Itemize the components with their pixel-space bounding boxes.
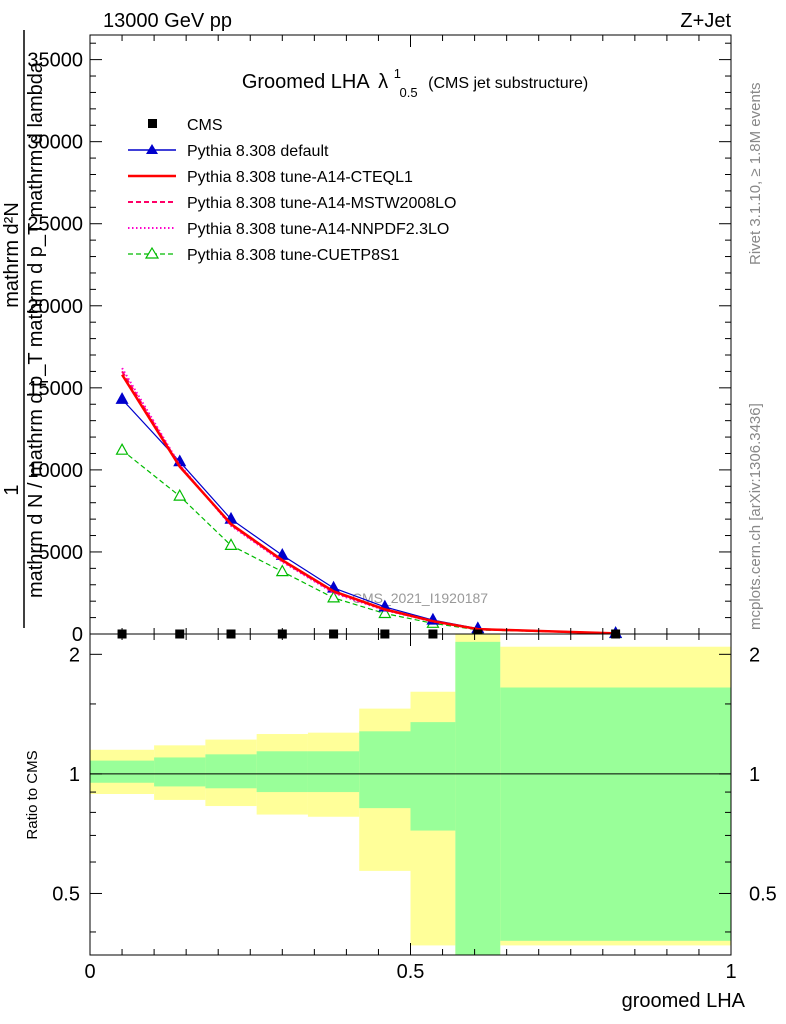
x-axis-label: groomed LHA	[622, 990, 746, 1012]
open-triangle-marker	[224, 538, 238, 550]
plot-title-sup: 1	[394, 66, 401, 81]
y-tick-label: 35000	[27, 50, 83, 72]
legend-entry-mstw: Pythia 8.308 tune-A14-MSTW2008LO	[128, 195, 456, 212]
inner-uncertainty-band	[154, 757, 206, 787]
ylabel-line-3: mathrm d N / mathrm d p_T mathrm d p_T m…	[25, 61, 47, 598]
legend: CMS Pythia 8.308 default Pythia 8.308 tu…	[128, 117, 456, 264]
open-triangle-marker	[173, 488, 187, 501]
main-plot: CMS_2021_I1920187 0 5000 10000 15000 20000 25…	[27, 34, 732, 646]
open-triangle-marker	[275, 564, 289, 577]
open-triangle-marker	[327, 590, 341, 603]
legend-label: Pythia 8.308 tune-A14-NNPDF2.3LO	[187, 221, 449, 238]
inner-uncertainty-band	[500, 687, 731, 941]
ratio-axes: 0.5 0.5 1 1 2 2 0 0.5 1	[52, 634, 777, 983]
legend-label: Pythia 8.308 tune-A14-MSTW2008LO	[187, 195, 456, 212]
x-tick-label: 1	[725, 961, 736, 983]
ratio-y-tick-label-right: 1	[749, 764, 760, 786]
x-tick-label: 0.5	[397, 961, 425, 983]
ratio-y-tick-label: 1	[69, 764, 80, 786]
plot-title-sub: 0.5	[399, 85, 417, 100]
inner-uncertainty-band	[359, 731, 411, 809]
legend-open-triangle-marker	[144, 246, 160, 259]
main-y-axis-label: mathrm d²N 1 mathrm d N / mathrm d p_T m…	[1, 30, 47, 628]
legend-entry-cuetp8s1: Pythia 8.308 tune-CUETP8S1	[128, 246, 400, 264]
y-tick-label: 30000	[27, 132, 83, 154]
legend-square-marker	[148, 119, 157, 128]
plot-title-note: (CMS jet substructure)	[428, 75, 588, 92]
plot-title-symbol: λ	[378, 71, 388, 93]
legend-entry-nnpdf: Pythia 8.308 tune-A14-NNPDF2.3LO	[128, 221, 449, 238]
x-tick-label: 0	[84, 961, 95, 983]
mcplots-label: mcplots.cern.ch [arXiv:1306.3436]	[747, 403, 764, 630]
y-tick-label: 20000	[27, 296, 83, 318]
y-tick-label: 5000	[39, 542, 84, 564]
legend-label: Pythia 8.308 tune-A14-CTEQL1	[187, 169, 413, 186]
ylabel-line-1: mathrm d²N	[1, 202, 23, 308]
legend-label: CMS	[187, 117, 223, 134]
inner-uncertainty-band	[256, 751, 308, 793]
triangle-marker	[115, 392, 129, 404]
y-tick-label: 25000	[27, 214, 83, 236]
y-tick-label: 10000	[27, 460, 83, 482]
series-line	[121, 449, 616, 635]
rivet-label: Rivet 3.1.10, ≥ 1.8M events	[747, 83, 764, 266]
inner-uncertainty-band	[410, 722, 456, 831]
legend-label: Pythia 8.308 tune-CUETP8S1	[187, 247, 400, 264]
ratio-bands	[90, 634, 731, 955]
plot-title-text: Groomed LHA	[242, 71, 370, 93]
legend-triangle-marker	[146, 144, 158, 154]
inner-uncertainty-band	[455, 641, 501, 955]
y-tick-label: 0	[72, 624, 83, 646]
legend-entry-cms: CMS	[148, 117, 223, 134]
ratio-y-axis-label: Ratio to CMS	[24, 750, 41, 839]
open-triangle-marker	[115, 442, 129, 455]
legend-label: Pythia 8.308 default	[187, 143, 329, 160]
inner-uncertainty-band	[90, 760, 155, 783]
ratio-y-tick-label-right: 2	[749, 644, 760, 666]
energy-label: 13000 GeV pp	[103, 10, 232, 32]
open-triangle-marker	[378, 606, 392, 619]
ratio-y-tick-label-right: 0.5	[749, 883, 777, 905]
legend-entry-cteql1: Pythia 8.308 tune-A14-CTEQL1	[128, 169, 413, 186]
inner-uncertainty-band	[307, 751, 360, 793]
plot-title: Groomed LHA λ 1 0.5 (CMS jet substructur…	[242, 61, 588, 102]
ratio-plot: 0.5 0.5 1 1 2 2 0 0.5 1 Ratio to CMS groomed LHA	[24, 633, 777, 1012]
main-axes: 0 5000 10000 15000 20000 25000 30000 35000	[27, 35, 732, 646]
series-line	[121, 374, 616, 635]
inner-uncertainty-band	[205, 754, 257, 789]
ratio-y-tick-label: 2	[69, 644, 80, 666]
ratio-y-tick-label: 0.5	[52, 883, 80, 905]
process-label: Z+Jet	[680, 10, 731, 32]
y-tick-label: 15000	[27, 378, 83, 400]
ylabel-line-2: 1	[1, 484, 23, 495]
legend-entry-default: Pythia 8.308 default	[128, 143, 329, 160]
main-watermark: CMS_2021_I1920187	[352, 590, 488, 606]
